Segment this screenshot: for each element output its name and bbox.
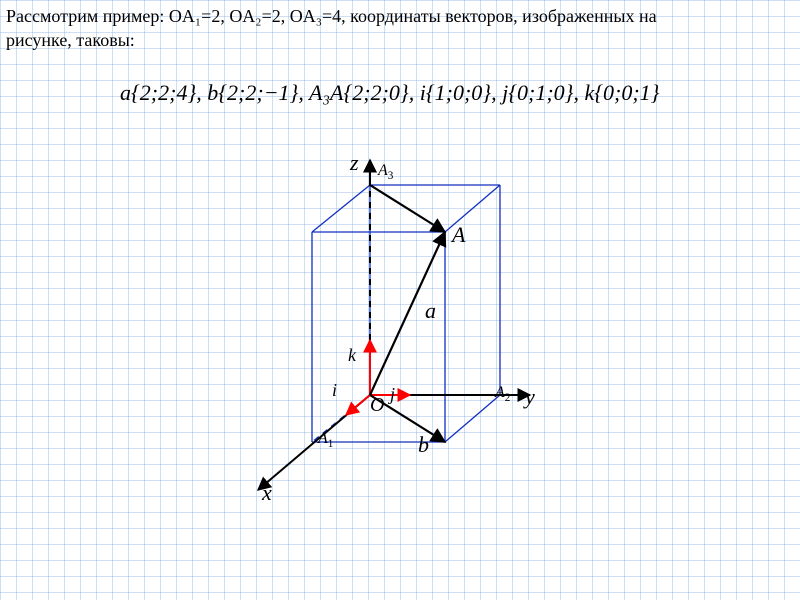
label-j: j bbox=[390, 384, 395, 405]
parallelepiped bbox=[312, 185, 500, 442]
label-x: x bbox=[262, 480, 272, 506]
label-k: k bbox=[348, 345, 356, 366]
label-A1: A1 bbox=[318, 430, 333, 450]
coordinate-diagram bbox=[0, 0, 800, 600]
label-A: A bbox=[452, 222, 465, 248]
label-b: b bbox=[418, 432, 429, 458]
figure-canvas: Рассмотрим пример: OA₁=2, OA₂=2, OA₃=4, … bbox=[0, 0, 800, 600]
label-O: O bbox=[370, 394, 384, 417]
vector-A3A bbox=[370, 185, 445, 232]
label-A2: A2 bbox=[495, 384, 510, 404]
label-y: y bbox=[525, 384, 535, 410]
label-a: a bbox=[425, 298, 436, 324]
label-z: z bbox=[350, 150, 359, 176]
vector-i bbox=[346, 395, 370, 415]
axes bbox=[258, 160, 530, 490]
label-A3: A3 bbox=[378, 162, 393, 182]
label-i: i bbox=[332, 380, 337, 401]
